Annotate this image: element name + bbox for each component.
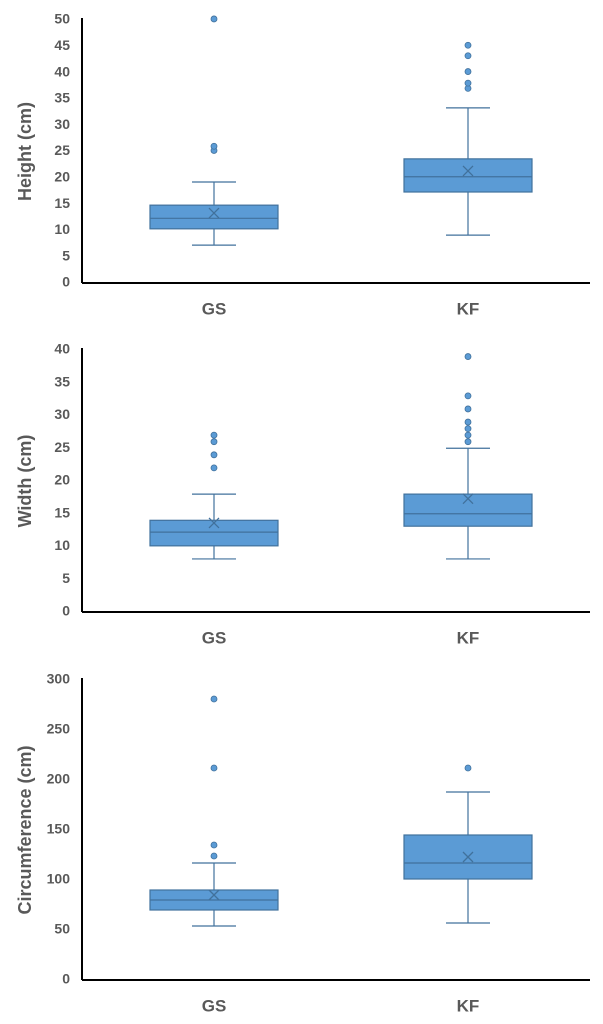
outlier [464, 418, 472, 426]
outlier [464, 68, 472, 75]
y-tick-label: 0 [62, 274, 70, 290]
x-tick-label: GS [202, 996, 227, 1015]
y-tick-label: 50 [54, 11, 70, 27]
outlier [464, 764, 472, 772]
y-axis-title: Circumference (cm) [15, 745, 35, 914]
outlier [210, 764, 218, 772]
y-tick-label: 300 [47, 671, 71, 687]
outlier [464, 353, 472, 360]
x-tick-label: GS [202, 299, 227, 318]
y-tick-label: 50 [54, 921, 70, 937]
outlier [464, 392, 472, 400]
y-tick-label: 0 [62, 603, 70, 619]
y-tick-label: 250 [47, 721, 71, 737]
x-tick-label: KF [457, 299, 480, 318]
y-tick-label: 150 [47, 821, 71, 837]
outlier [210, 15, 218, 23]
x-tick-label: KF [457, 628, 480, 647]
box [403, 158, 533, 193]
outlier [464, 438, 472, 446]
outlier [210, 464, 218, 472]
outlier [210, 841, 218, 849]
y-tick-label: 200 [47, 771, 71, 787]
y-tick-label: 15 [54, 504, 70, 520]
y-tick-label: 25 [54, 439, 70, 455]
mean-marker [208, 889, 220, 901]
y-tick-label: 20 [54, 472, 70, 488]
outlier [210, 695, 218, 703]
outlier [464, 431, 472, 439]
outlier [210, 438, 218, 446]
outlier [464, 79, 472, 87]
y-tick-label: 0 [62, 971, 70, 987]
y-tick-label: 45 [54, 37, 70, 53]
y-tick-label: 20 [54, 169, 70, 185]
outlier [464, 425, 472, 433]
y-tick-label: 35 [54, 90, 70, 106]
box [403, 834, 533, 880]
mean-marker [208, 207, 220, 219]
mean-marker [208, 517, 220, 529]
y-tick-label: 15 [54, 195, 70, 211]
y-tick-label: 10 [54, 537, 70, 553]
outlier [464, 405, 472, 413]
box [149, 204, 279, 230]
outlier [210, 852, 218, 860]
box [149, 519, 279, 547]
y-axis-title: Height (cm) [15, 102, 35, 201]
x-tick-label: KF [457, 996, 480, 1015]
y-tick-label: 40 [54, 341, 70, 357]
y-axis-title: Width (cm) [15, 435, 35, 528]
y-tick-label: 30 [54, 116, 70, 132]
outlier [210, 142, 218, 150]
y-tick-label: 40 [54, 63, 70, 79]
y-tick-label: 5 [62, 570, 70, 586]
y-tick-label: 5 [62, 247, 70, 263]
mean-marker [462, 851, 474, 863]
x-tick-label: GS [202, 628, 227, 647]
y-tick-label: 30 [54, 406, 70, 422]
box [403, 493, 533, 527]
y-tick-label: 25 [54, 142, 70, 158]
y-tick-label: 10 [54, 221, 70, 237]
y-tick-label: 100 [47, 871, 71, 887]
y-tick-label: 35 [54, 373, 70, 389]
mean-marker [462, 493, 474, 505]
outlier [464, 52, 472, 60]
outlier [464, 41, 472, 49]
outlier [210, 451, 218, 459]
outlier [210, 431, 218, 439]
mean-marker [462, 165, 474, 177]
